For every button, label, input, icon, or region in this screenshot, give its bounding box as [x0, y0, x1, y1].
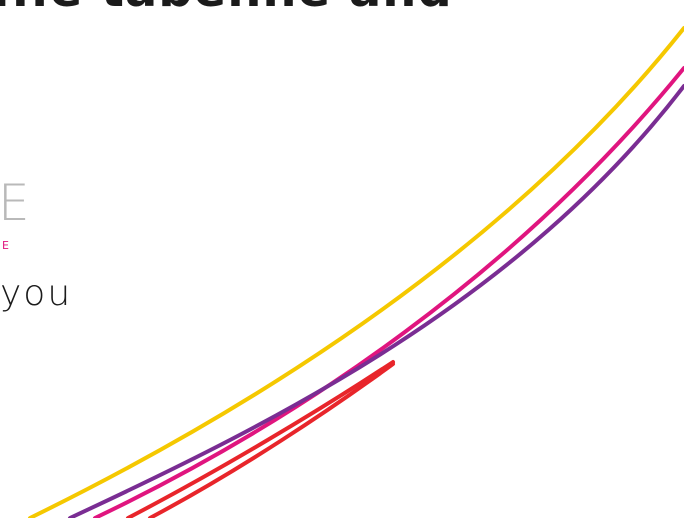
large-letter: E: [0, 174, 30, 232]
small-pink-letter: E: [2, 239, 9, 252]
purple-swoosh-line: [68, 84, 684, 518]
magenta-swoosh-line: [93, 66, 684, 518]
red-swoosh-line-upper: [126, 360, 395, 518]
yellow-swoosh-line: [28, 26, 684, 518]
red-swoosh-line-lower: [148, 362, 395, 518]
slide-headline: ...e tabenne and: [0, 0, 453, 14]
body-text: you: [0, 273, 73, 314]
